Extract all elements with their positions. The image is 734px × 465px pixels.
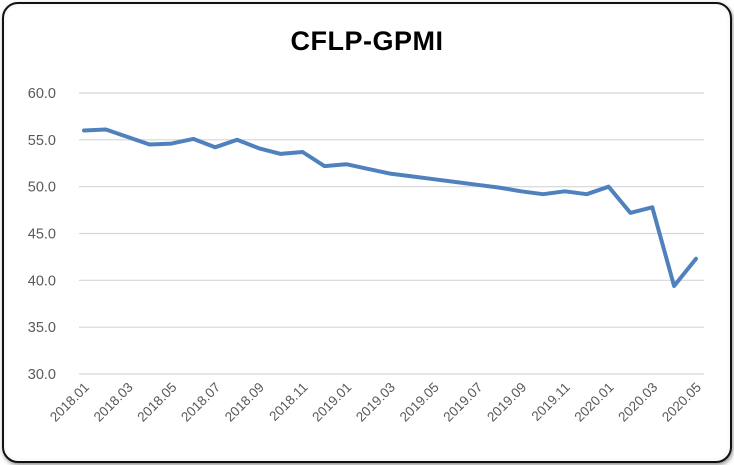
x-tick-label: 2018.07 <box>178 380 223 425</box>
y-tick-label: 60.0 <box>28 86 56 102</box>
pmi-line-chart: 30.035.040.045.050.055.060.02018.012018.… <box>28 86 704 425</box>
x-tick-label: 2020.03 <box>615 380 660 425</box>
y-tick-label: 35.0 <box>28 320 56 336</box>
y-tick-label: 50.0 <box>28 180 56 196</box>
x-tick-label: 2018.01 <box>47 380 92 425</box>
x-tick-label: 2020.01 <box>572 380 617 425</box>
x-tick-label: 2019.11 <box>529 380 573 424</box>
pmi-line-series <box>82 127 698 288</box>
x-tick-label: 2018.05 <box>134 380 179 425</box>
x-tick-label: 2020.05 <box>659 380 704 425</box>
x-tick-label: 2019.05 <box>397 380 442 425</box>
y-tick-label: 30.0 <box>28 367 56 383</box>
x-tick-label: 2019.03 <box>353 380 398 425</box>
x-tick-label: 2018.11 <box>266 380 310 424</box>
y-tick-label: 40.0 <box>28 273 56 289</box>
y-tick-label: 55.0 <box>28 133 56 149</box>
x-tick-label: 2019.07 <box>440 380 485 425</box>
x-tick-label: 2018.09 <box>222 380 267 425</box>
x-tick-label: 2019.01 <box>309 380 354 425</box>
y-tick-label: 45.0 <box>28 227 56 243</box>
x-tick-label: 2019.09 <box>484 380 529 425</box>
chart-title: CFLP-GPMI <box>290 26 444 56</box>
x-tick-label: 2018.03 <box>91 380 136 425</box>
